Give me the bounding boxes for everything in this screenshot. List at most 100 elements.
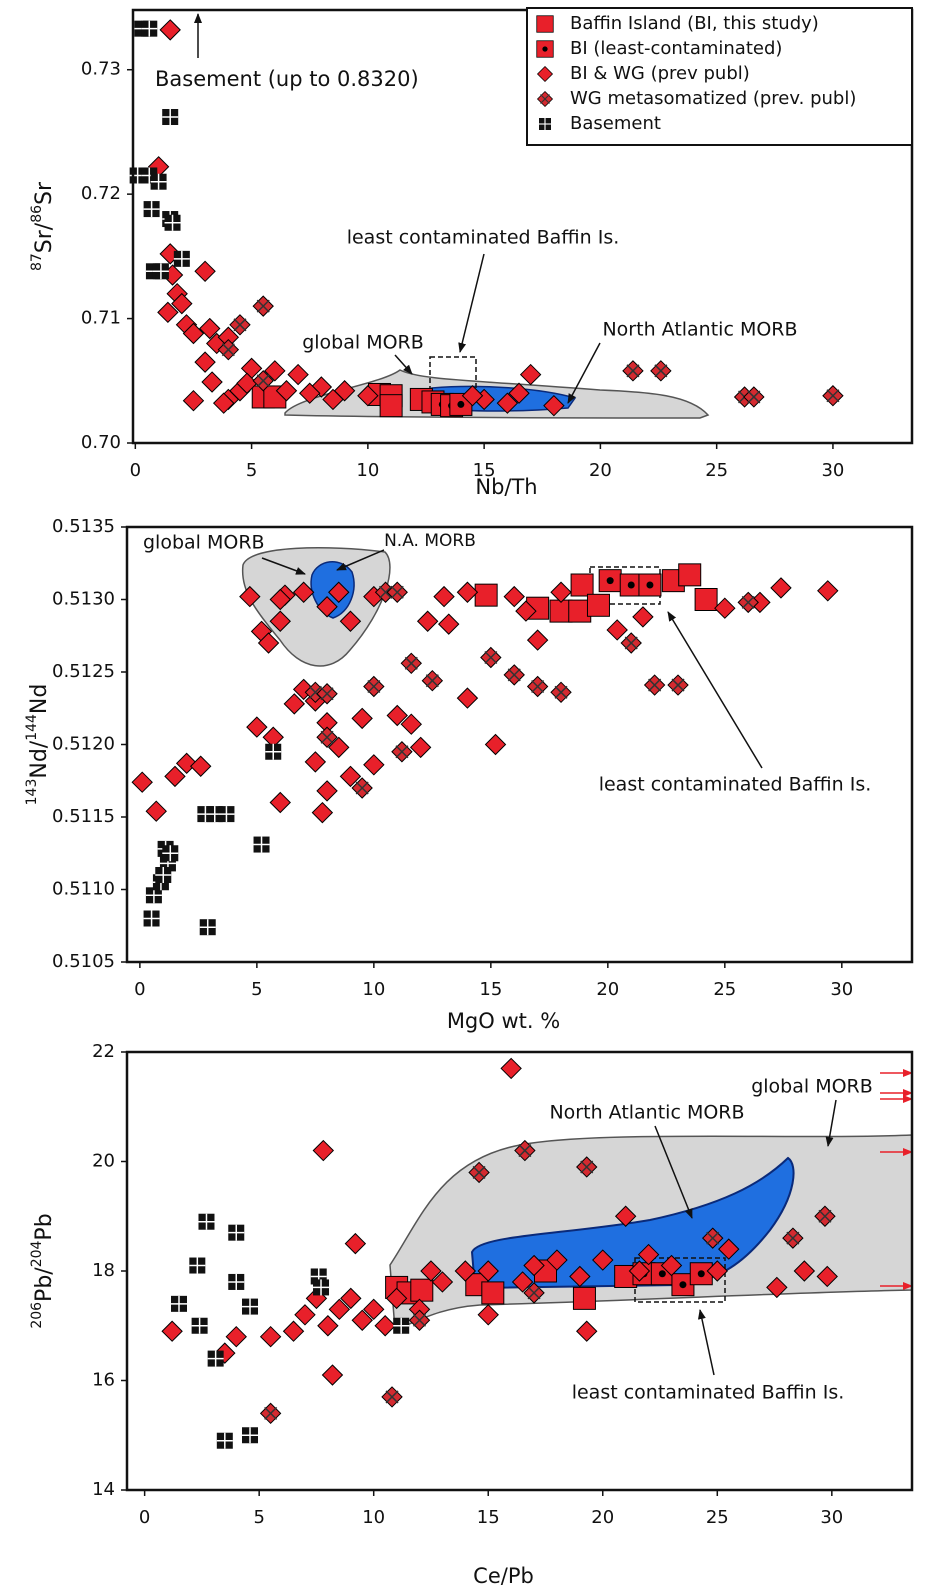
data-point	[259, 1325, 282, 1348]
data-point	[287, 363, 309, 386]
data-point	[550, 681, 572, 704]
x-tick-label: 25	[713, 979, 736, 1000]
data-point	[706, 1260, 729, 1282]
y-tick-label: 22	[92, 1041, 115, 1062]
data-point	[363, 754, 385, 776]
legend-marker	[536, 40, 554, 58]
data-point	[400, 713, 422, 735]
arrows	[194, 13, 837, 1376]
marker-body	[508, 382, 530, 404]
marker-body	[351, 1309, 373, 1331]
y-tick-label: 0.5125	[52, 661, 115, 682]
data-point	[201, 371, 223, 393]
data-point	[351, 707, 373, 730]
data-point	[242, 1298, 259, 1315]
data-point	[294, 1304, 316, 1326]
marker-body	[550, 581, 572, 603]
marker-x	[648, 678, 662, 692]
marker-x	[385, 1390, 399, 1404]
x-axis-label: MgO wt. %	[447, 1009, 560, 1033]
marker-body	[420, 1260, 442, 1282]
data-point	[131, 771, 153, 793]
data-point	[766, 1276, 788, 1299]
marker-body	[259, 1325, 282, 1348]
annotation: global MORB	[751, 1076, 873, 1098]
data-point	[614, 1205, 637, 1227]
marker-body	[328, 1298, 351, 1321]
data-point	[182, 389, 205, 412]
marker-body	[477, 1304, 499, 1326]
marker-x	[531, 679, 545, 694]
marker-body	[477, 1260, 499, 1282]
data-point	[162, 109, 179, 126]
data-point	[304, 751, 327, 773]
marker-x	[626, 364, 640, 378]
data-point	[503, 664, 525, 686]
marker-body	[536, 15, 554, 33]
y-tick-label: 18	[92, 1260, 115, 1281]
marker-x	[654, 364, 668, 378]
y-tick-label: 14	[92, 1479, 115, 1500]
marker-body	[269, 610, 291, 632]
x-tick-label: 0	[130, 460, 141, 481]
data-point	[628, 1260, 651, 1282]
marker-body	[461, 385, 484, 407]
marker-x	[256, 299, 270, 313]
legend-marker	[539, 118, 551, 130]
marker-body	[385, 1287, 408, 1310]
data-point	[515, 600, 537, 622]
marker-body	[194, 260, 216, 283]
marker-body	[523, 1254, 545, 1277]
y-tick-label: 0.73	[81, 59, 121, 80]
y-axis-label: 87Sr/86Sr	[29, 181, 57, 271]
marker-body	[189, 755, 212, 777]
marker-body	[161, 1320, 183, 1342]
data-point	[592, 1249, 614, 1271]
marker-body	[793, 1260, 816, 1282]
marker-x	[404, 656, 418, 670]
data-point	[477, 1260, 499, 1282]
data-point	[155, 867, 172, 883]
data-point	[259, 1402, 282, 1425]
marker-body	[484, 733, 507, 756]
marker-body	[131, 771, 153, 793]
data-point	[218, 806, 235, 823]
x-tick-label: 30	[821, 460, 844, 481]
y-tick-label: 20	[92, 1151, 115, 1172]
data-point	[386, 704, 408, 727]
marker-body	[225, 1325, 247, 1348]
marker-body	[194, 351, 216, 373]
marker-dot	[697, 1270, 705, 1278]
marker-body	[269, 791, 291, 814]
marker-body	[766, 1276, 788, 1299]
y-axis-label: 143Nd/144Nd	[24, 684, 52, 806]
data-point	[379, 394, 403, 418]
marker-body	[317, 1315, 339, 1337]
data-point	[454, 1260, 477, 1282]
x-tick-label: 10	[362, 1507, 385, 1528]
marker-body	[503, 585, 525, 608]
data-point	[150, 173, 167, 190]
data-point	[212, 392, 235, 414]
marker-x	[527, 1286, 541, 1300]
data-point	[737, 591, 759, 614]
marker-dot	[658, 1270, 666, 1278]
data-point	[550, 581, 572, 603]
data-point	[400, 652, 422, 675]
marker-body	[357, 385, 379, 407]
marker-body	[433, 585, 455, 608]
marker-body	[328, 581, 350, 603]
marker-body	[157, 301, 179, 324]
data-point	[339, 765, 362, 788]
data-point	[321, 1364, 344, 1386]
data-point	[322, 388, 344, 411]
data-point	[694, 588, 718, 611]
data-point	[702, 1227, 724, 1249]
marker-x	[518, 1144, 532, 1158]
marker-body	[576, 1320, 598, 1342]
legend: Baffin Island (BI, this study) BI (least-…	[526, 7, 913, 146]
marker-body	[294, 1304, 316, 1326]
data-point	[480, 646, 502, 669]
y-tick-label: 0.70	[81, 432, 121, 453]
data-point	[381, 1386, 403, 1408]
